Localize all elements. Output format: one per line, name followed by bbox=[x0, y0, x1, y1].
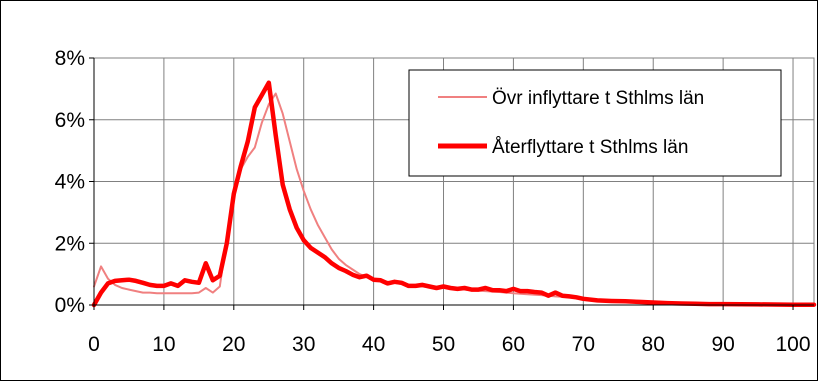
legend-box bbox=[408, 69, 782, 177]
x-tick-label: 30 bbox=[292, 333, 315, 356]
x-tick-label: 70 bbox=[572, 333, 595, 356]
x-tick-label: 60 bbox=[502, 333, 525, 356]
y-tick-label: 0% bbox=[55, 294, 85, 317]
tick-labels: 0% 2% 4% 6% 8% 0 10 20 30 40 50 60 70 80 90 100 bbox=[55, 47, 811, 356]
x-tick-label: 50 bbox=[432, 333, 455, 356]
y-tick-label: 2% bbox=[55, 232, 85, 255]
y-tick-label: 4% bbox=[55, 171, 85, 194]
x-tick-label: 20 bbox=[222, 333, 245, 356]
x-tick-label: 90 bbox=[711, 333, 734, 356]
x-tick-label: 40 bbox=[362, 333, 385, 356]
x-tick-label: 80 bbox=[642, 333, 665, 356]
y-tick-label: 6% bbox=[55, 109, 85, 132]
legend-label-aterflyttare: Återflyttare t Sthlms län bbox=[492, 137, 688, 158]
x-tick-label: 0 bbox=[88, 333, 100, 356]
series-layer bbox=[91, 80, 817, 308]
legend-label-ovr-inflyttare: Övr inflyttare t Sthlms län bbox=[492, 88, 704, 109]
x-tick-label: 10 bbox=[152, 333, 175, 356]
legend: Övr inflyttare t Sthlms län Återflyttare… bbox=[408, 69, 782, 177]
x-tick-label: 100 bbox=[776, 333, 811, 356]
y-tick-label: 8% bbox=[55, 47, 85, 70]
series-line-aterflyttare bbox=[91, 80, 817, 308]
